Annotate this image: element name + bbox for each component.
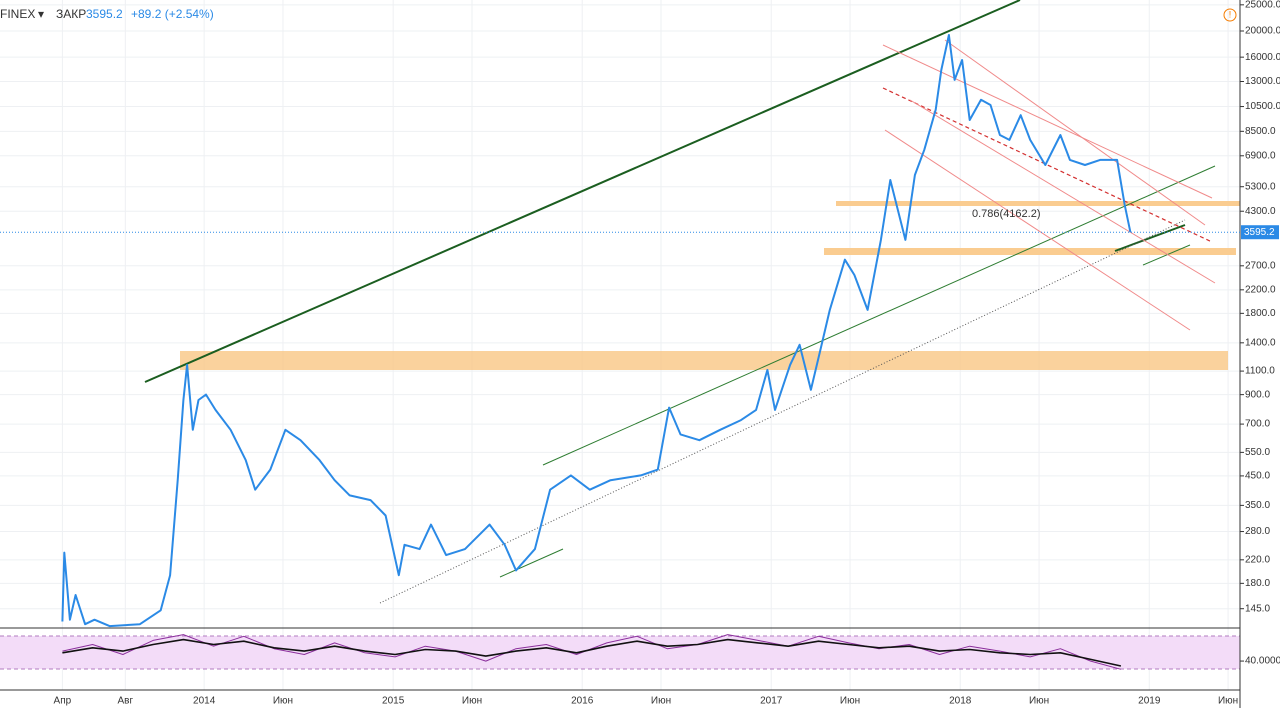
close-value: 3595.2 — [86, 7, 123, 21]
y-tick-label: 2700.0 — [1245, 260, 1276, 271]
trend-line — [499, 548, 564, 578]
trend-line — [1114, 224, 1186, 252]
drawings — [144, 0, 1240, 604]
x-tick-label: Июн — [1029, 696, 1049, 707]
trend-line — [884, 129, 1191, 331]
trend-line — [1142, 244, 1191, 266]
close-label: ЗАКР — [56, 7, 86, 21]
y-tick-label: 6900.0 — [1245, 150, 1276, 161]
y-tick-label: 25000.0 — [1245, 0, 1280, 10]
series-line — [61, 34, 1132, 628]
alert-icon-mark: ! — [1229, 9, 1232, 19]
trend-line — [909, 99, 1216, 284]
x-tick-label: Июн — [651, 696, 671, 707]
trend-line — [144, 0, 1021, 383]
x-tick-label: 2018 — [949, 696, 972, 707]
grid — [0, 0, 1240, 690]
y-tick-label: 450.0 — [1245, 471, 1270, 482]
y-tick-label: 20000.0 — [1245, 26, 1280, 37]
y-tick-label: 550.0 — [1245, 447, 1270, 458]
y-tick-label: 16000.0 — [1245, 52, 1280, 63]
rsi-band — [0, 636, 1240, 669]
y-tick-label: 4300.0 — [1245, 206, 1276, 217]
zone — [824, 248, 1236, 255]
trend-line — [944, 39, 1206, 226]
y-tick-label: 145.0 — [1245, 603, 1270, 614]
x-tick-label: 2015 — [382, 696, 405, 707]
y-tick-label: 10500.0 — [1245, 101, 1280, 112]
x-tick-label: Июн — [462, 696, 482, 707]
series-line — [62, 638, 1122, 667]
y-tick-label: 1800.0 — [1245, 308, 1276, 319]
y-tick-label: 700.0 — [1245, 419, 1270, 430]
trend-line — [882, 44, 1213, 199]
x-tick-label: Июн — [273, 696, 293, 707]
x-tick-label: Авг — [118, 696, 134, 707]
marks — [0, 34, 1240, 670]
zone — [836, 201, 1240, 206]
y-tick-label: 1400.0 — [1245, 337, 1276, 348]
alert-icon[interactable] — [1223, 8, 1237, 22]
y-tick-label: 280.0 — [1245, 526, 1270, 537]
last-price-tag — [1241, 225, 1279, 240]
y-tick-label: 180.0 — [1245, 578, 1270, 589]
y-tick-label: 220.0 — [1245, 554, 1270, 565]
y-tick-label: 5300.0 — [1245, 181, 1276, 192]
y-tick-label: 350.0 — [1245, 500, 1270, 511]
fib-annotation: 0.786(4162.2) — [972, 208, 1041, 220]
x-tick-label: Апр — [54, 696, 72, 707]
y-tick-label: 900.0 — [1245, 389, 1270, 400]
x-tick-label: 2019 — [1138, 696, 1161, 707]
x-tick-label: Июн — [1218, 696, 1238, 707]
y-tick-label: 2200.0 — [1245, 284, 1276, 295]
y-tick-label: 40.0000 — [1245, 656, 1280, 667]
trend-line — [882, 87, 1213, 243]
menu-arrow[interactable]: ▾ — [38, 7, 44, 21]
x-tick-label: 2017 — [760, 696, 783, 707]
x-tick-label: 2016 — [571, 696, 594, 707]
symbol: FINEX — [0, 7, 35, 21]
x-tick-label: Июн — [840, 696, 860, 707]
y-tick-label: 8500.0 — [1245, 126, 1276, 137]
y-tick-label: 1100.0 — [1245, 366, 1275, 377]
zone — [180, 351, 1228, 370]
last-price-label: 3595.2 — [1244, 227, 1275, 238]
x-tick-label: 2014 — [193, 696, 216, 707]
change: +89.2 (+2.54%) — [131, 7, 214, 21]
y-tick-label: 13000.0 — [1245, 76, 1280, 87]
